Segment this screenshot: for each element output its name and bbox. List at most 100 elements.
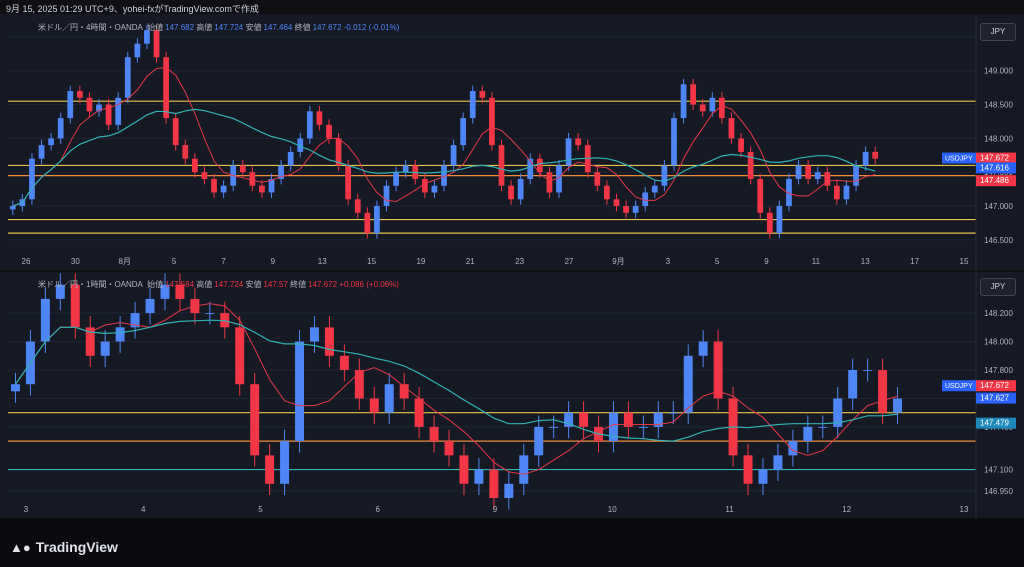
- price-tick-label: 147.100: [984, 466, 1013, 475]
- candle-body: [556, 165, 562, 193]
- candle-body: [278, 165, 284, 179]
- candle-body: [824, 172, 831, 186]
- legend-close: 147.672: [308, 280, 338, 289]
- date-tick-label: 17: [910, 257, 919, 266]
- candle-body: [546, 172, 553, 193]
- candle-body: [680, 84, 687, 119]
- chart-4h-svg[interactable]: 149.500149.000148.500148.000147.500147.0…: [0, 14, 1024, 270]
- currency-button-4h[interactable]: JPY: [980, 23, 1016, 41]
- candle-body: [384, 384, 394, 413]
- legend-1h: 米ドル／円・1時間・OANDA 始値 147.584 高値 147.724 安値 14…: [38, 280, 399, 289]
- candle-body: [549, 426, 559, 428]
- date-tick-label: 4: [141, 505, 146, 514]
- candle-body: [604, 185, 610, 200]
- date-tick-label: 15: [960, 257, 969, 266]
- candles: [10, 273, 903, 510]
- chart-pane-4h[interactable]: 149.500149.000148.500148.000147.500147.0…: [0, 14, 1024, 270]
- candle-body: [683, 355, 693, 413]
- symbol-tag-bg: [942, 380, 976, 392]
- candle-body: [134, 43, 141, 58]
- candle-body: [105, 104, 112, 125]
- price-tick-label: 149.000: [984, 67, 1013, 76]
- candle-body: [460, 118, 467, 146]
- date-tick-label: 15: [367, 257, 376, 266]
- price-tick-label: 146.500: [984, 236, 1013, 245]
- candle-body: [893, 398, 903, 413]
- legend-low: 147.464: [263, 23, 293, 32]
- candle-body: [429, 426, 439, 442]
- grid: [8, 312, 976, 492]
- ma-fast-line: [12, 66, 876, 207]
- date-tick-label: 23: [515, 257, 524, 266]
- candle-body: [818, 426, 828, 428]
- candle-body: [38, 145, 45, 159]
- candle-body: [504, 483, 514, 498]
- candle-body: [709, 97, 716, 112]
- candle-body: [534, 426, 544, 456]
- candle-body: [100, 341, 110, 356]
- candle-body: [235, 327, 245, 385]
- date-tick-label: 3: [666, 257, 671, 266]
- candle-body: [182, 145, 189, 159]
- currency-button-1h[interactable]: JPY: [980, 278, 1016, 296]
- candle-body: [671, 118, 677, 166]
- candle-body: [638, 426, 648, 428]
- candle-body: [9, 206, 16, 210]
- candle-body: [690, 84, 697, 105]
- candle-body: [479, 91, 486, 98]
- candle-body: [766, 212, 773, 234]
- brand[interactable]: ▲● TradingView: [10, 539, 118, 555]
- candle-body: [326, 124, 332, 139]
- candle-body: [220, 185, 227, 193]
- chart-pane-1h[interactable]: 148.200148.000147.800147.600147.400147.1…: [0, 272, 1024, 518]
- grid: [8, 36, 976, 241]
- candle-body: [579, 412, 589, 427]
- price-tick-label: 147.000: [984, 202, 1013, 211]
- date-tick-label: 8月: [119, 257, 131, 266]
- candle-body: [872, 151, 879, 159]
- chart-1h-svg[interactable]: 148.200148.000147.800147.600147.400147.1…: [0, 272, 1024, 518]
- date-tick-label: 11: [812, 257, 821, 266]
- candle-body: [489, 97, 495, 146]
- legend-open: 147.584: [165, 280, 195, 289]
- date-tick-label: 10: [608, 505, 617, 514]
- candle-body: [211, 178, 217, 193]
- candle-body: [642, 192, 649, 207]
- candle-body: [863, 370, 873, 371]
- candle-body: [862, 151, 869, 166]
- candle-body: [306, 111, 313, 139]
- legend-symbol: 米ドル／円・1時間・OANDA: [38, 280, 143, 289]
- candle-body: [163, 57, 169, 119]
- price-tag-bg: [976, 175, 1016, 187]
- candle-body: [55, 284, 65, 299]
- symbol-tag-label: USDJPY: [945, 383, 973, 390]
- candle-body: [519, 455, 529, 484]
- date-tick-label: 5: [715, 257, 720, 266]
- candle-body: [70, 284, 80, 328]
- candle-body: [833, 398, 843, 427]
- candle-body: [369, 398, 379, 413]
- snapshot-header: 9月 15, 2025 01:29 UTC+9、yohei-fxがTrading…: [6, 4, 259, 14]
- price-tag-bg: [976, 392, 1016, 404]
- candle-body: [115, 97, 122, 125]
- candle-body: [335, 138, 342, 166]
- candle-body: [205, 313, 215, 315]
- date-tick-label: 9月: [612, 257, 624, 266]
- legend-symbol: 米ドル／円・4時間・OANDA: [38, 23, 143, 32]
- candle-body: [145, 298, 155, 314]
- candle-body: [632, 206, 639, 213]
- price-tick-label: 148.000: [984, 338, 1013, 347]
- candle-body: [249, 172, 256, 186]
- candle-body: [814, 172, 821, 179]
- candle-body: [86, 97, 93, 112]
- date-tick-label: 19: [416, 257, 425, 266]
- candle-body: [653, 412, 663, 427]
- candle-body: [698, 341, 708, 356]
- candle-body: [834, 185, 840, 200]
- candle-body: [339, 355, 349, 370]
- candle-body: [280, 441, 290, 484]
- candle-body: [878, 370, 888, 413]
- candle-body: [393, 172, 399, 186]
- candle-body: [354, 199, 361, 213]
- candle-body: [354, 370, 364, 399]
